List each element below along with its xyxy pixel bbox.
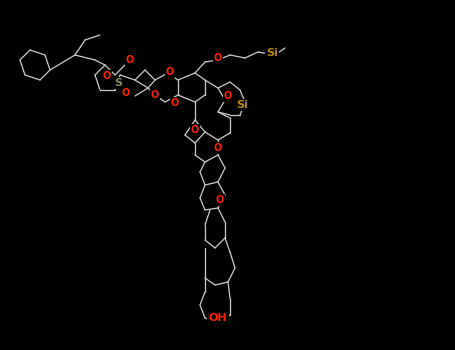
Text: O: O <box>216 195 224 205</box>
Text: O: O <box>166 67 174 77</box>
Text: O: O <box>214 53 222 63</box>
Text: O: O <box>103 71 111 81</box>
Text: O: O <box>122 88 130 98</box>
Text: S: S <box>114 78 122 88</box>
Text: OH: OH <box>209 313 228 323</box>
Text: Si: Si <box>266 48 278 58</box>
Text: O: O <box>151 90 159 100</box>
Text: Si: Si <box>236 100 248 110</box>
Text: O: O <box>126 55 134 65</box>
Text: O: O <box>171 98 179 108</box>
Text: O: O <box>224 91 232 101</box>
Text: O: O <box>214 143 222 153</box>
Text: O: O <box>191 125 199 135</box>
